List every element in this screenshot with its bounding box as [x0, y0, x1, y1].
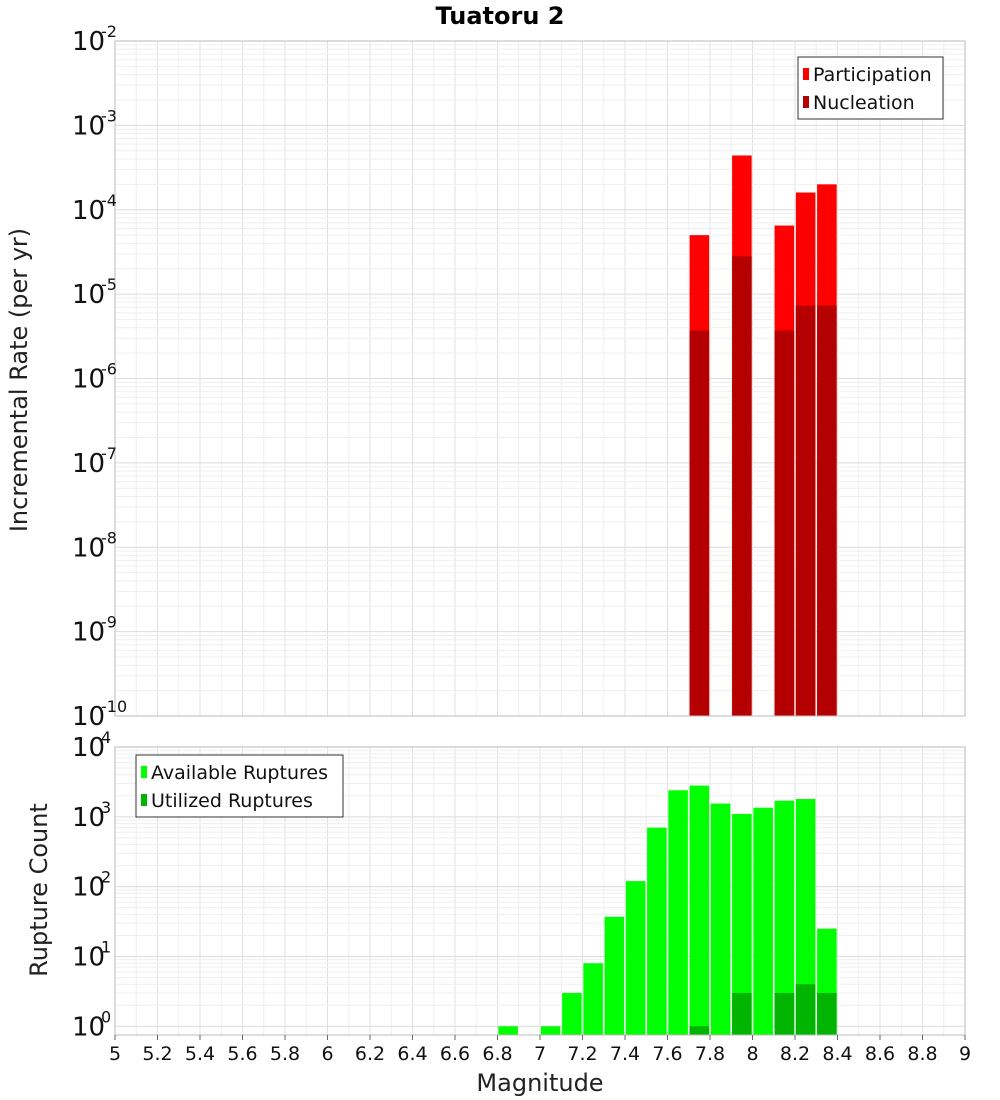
- bar-available-ruptures: [689, 785, 710, 1035]
- bar-nucleation: [774, 330, 795, 716]
- bar-available-ruptures: [647, 827, 667, 1035]
- x-tick-label: 6.8: [482, 1043, 512, 1065]
- bar-available-ruptures: [668, 790, 688, 1035]
- y-tick-label: 10: [72, 449, 105, 479]
- bar-available-ruptures: [753, 807, 773, 1035]
- y-tick-exponent: -3: [101, 106, 117, 125]
- x-tick-label: 8: [746, 1043, 758, 1065]
- x-tick-label: 8.2: [780, 1043, 810, 1065]
- y-tick-label: 10: [72, 111, 105, 141]
- x-tick-label: 7.8: [695, 1043, 725, 1065]
- y-tick-exponent: -9: [101, 613, 117, 632]
- legend-swatch: [803, 96, 809, 108]
- bar-utilized-ruptures: [732, 992, 752, 1035]
- legend-box: [135, 754, 344, 818]
- x-tick-label: 7: [534, 1043, 546, 1065]
- y-tick-label: 10: [72, 702, 105, 732]
- x-tick-label: 7.2: [567, 1043, 597, 1065]
- x-tick-label: 5: [109, 1043, 121, 1065]
- bar-nucleation: [817, 305, 837, 716]
- x-tick-label: 8.6: [865, 1043, 895, 1065]
- bar-utilized-ruptures: [689, 1026, 710, 1035]
- legend-label: Utilized Ruptures: [151, 790, 313, 812]
- y-tick-exponent: -2: [101, 22, 117, 41]
- rate-panel: 10-1010-910-810-710-610-510-410-310-2Par…: [72, 22, 966, 732]
- y-tick-label: 10: [72, 365, 105, 395]
- x-tick-label: 6: [321, 1043, 333, 1065]
- y-tick-exponent: 2: [101, 868, 111, 887]
- legend-label: Available Ruptures: [151, 762, 328, 784]
- y-tick-label: 10: [72, 27, 105, 57]
- bar-available-ruptures: [774, 800, 795, 1035]
- y-tick-exponent: -10: [101, 697, 127, 716]
- bar-available-ruptures: [562, 992, 582, 1035]
- y-tick-label: 10: [72, 280, 105, 310]
- bar-available-ruptures: [625, 881, 646, 1035]
- legend-label: Nucleation: [813, 92, 915, 114]
- y-axis-label-count: Rupture Count: [25, 803, 53, 977]
- x-tick-label: 8.8: [907, 1043, 937, 1065]
- y-tick-label: 10: [72, 618, 105, 648]
- x-tick-label: 7.6: [652, 1043, 682, 1065]
- bar-nucleation: [795, 305, 816, 716]
- legend-label: Participation: [813, 64, 932, 86]
- y-tick-exponent: 0: [101, 1007, 111, 1026]
- bar-available-ruptures: [583, 963, 603, 1035]
- x-axis-label: Magnitude: [476, 1069, 603, 1097]
- y-tick-exponent: 3: [101, 798, 111, 817]
- bar-utilized-ruptures: [774, 992, 795, 1035]
- bar-nucleation: [689, 330, 710, 716]
- legend-swatch: [141, 766, 147, 778]
- y-tick-exponent: 1: [101, 937, 111, 956]
- x-tick-label: 5.4: [185, 1043, 215, 1065]
- legend-swatch: [141, 794, 147, 806]
- y-tick-exponent: -8: [101, 528, 117, 547]
- bar-available-ruptures: [795, 798, 816, 1035]
- bar-nucleation: [732, 256, 752, 716]
- bar-available-ruptures: [498, 1026, 518, 1035]
- x-tick-label: 7.4: [610, 1043, 640, 1065]
- bar-utilized-ruptures: [795, 984, 816, 1035]
- bar-available-ruptures: [540, 1026, 561, 1035]
- bar-available-ruptures: [710, 803, 731, 1035]
- y-tick-label: 10: [72, 873, 105, 903]
- chart-title: Tuatoru 2: [436, 2, 565, 30]
- x-tick-label: 6.6: [440, 1043, 470, 1065]
- y-tick-label: 10: [72, 1012, 105, 1042]
- y-tick-exponent: -6: [101, 360, 117, 379]
- x-tick-label: 6.4: [397, 1043, 427, 1065]
- y-axis-label-rate: Incremental Rate (per yr): [5, 228, 33, 532]
- y-tick-exponent: 4: [101, 728, 111, 747]
- x-tick-label: 6.2: [355, 1043, 385, 1065]
- y-tick-exponent: -7: [101, 444, 117, 463]
- x-tick-label: 8.4: [822, 1043, 852, 1065]
- bar-utilized-ruptures: [817, 992, 837, 1035]
- legend-box: [797, 56, 944, 120]
- x-tick-label: 5.2: [142, 1043, 172, 1065]
- bar-available-ruptures: [604, 916, 625, 1035]
- x-tick-label: 9: [959, 1043, 971, 1065]
- y-tick-exponent: -5: [101, 275, 117, 294]
- y-tick-label: 10: [72, 803, 105, 833]
- x-tick-label: 5.8: [270, 1043, 300, 1065]
- y-tick-label: 10: [72, 733, 105, 763]
- y-tick-exponent: -4: [101, 191, 117, 210]
- bar-available-ruptures: [732, 813, 752, 1035]
- y-tick-label: 10: [72, 196, 105, 226]
- legend-swatch: [803, 68, 809, 80]
- x-tick-label: 5.6: [227, 1043, 257, 1065]
- y-tick-label: 10: [72, 533, 105, 563]
- y-tick-label: 10: [72, 942, 105, 972]
- rate-frame: [114, 40, 966, 717]
